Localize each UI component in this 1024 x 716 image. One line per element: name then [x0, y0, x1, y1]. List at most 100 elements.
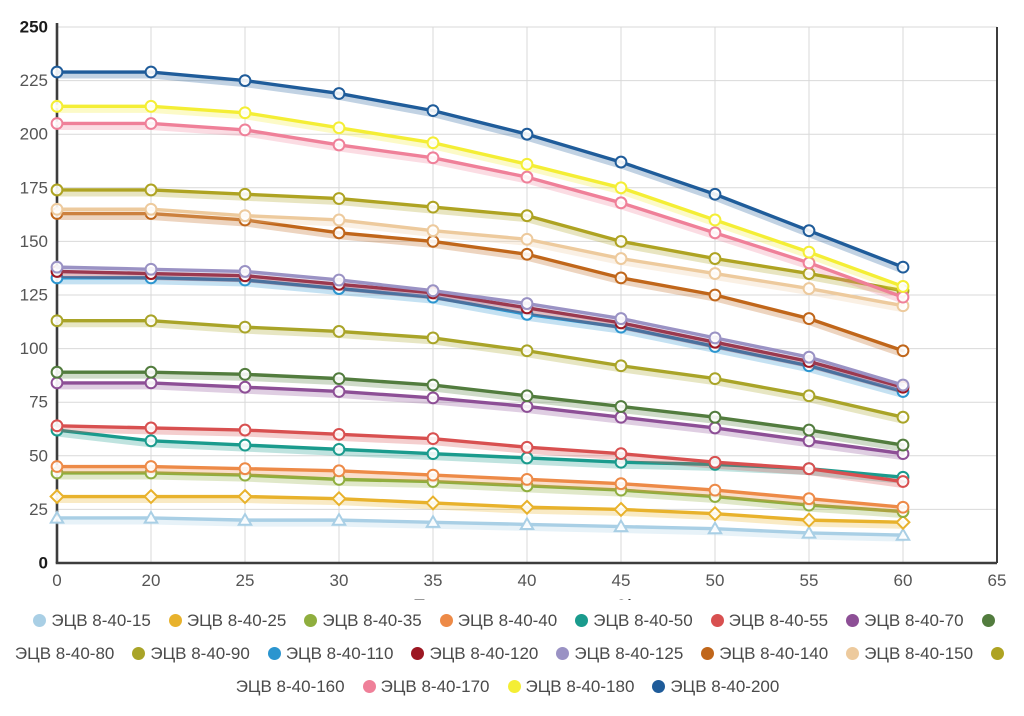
- data-point-marker: [708, 288, 722, 302]
- series-ЭЦВ 8-40-180: [50, 99, 910, 293]
- x-tick-label: 60: [894, 571, 913, 590]
- data-point-marker: [519, 516, 535, 531]
- data-point-marker: [520, 157, 534, 171]
- data-point-marker: [426, 378, 440, 392]
- legend-label: ЭЦВ 8-40-160: [235, 677, 345, 697]
- legend-dot-icon: [652, 680, 666, 694]
- x-tick-label: 35: [424, 571, 443, 590]
- data-point-marker: [238, 265, 252, 278]
- legend-dot-icon: [846, 647, 860, 661]
- series-line: [55, 265, 905, 387]
- data-point-marker: [426, 468, 440, 482]
- data-point-marker: [896, 475, 910, 488]
- legend-item[interactable]: ЭЦВ 8-40-50: [575, 611, 693, 630]
- data-point-marker: [895, 514, 911, 531]
- data-point-marker: [143, 488, 159, 505]
- data-point-marker: [238, 106, 252, 120]
- legend-item[interactable]: ЭЦВ 8-40-140: [701, 644, 828, 663]
- data-point-marker: [144, 99, 158, 113]
- data-point-marker: [896, 290, 910, 304]
- data-point-marker: [425, 495, 441, 511]
- data-point-marker: [332, 226, 346, 240]
- legend-item[interactable]: ЭЦВ 8-40-55: [710, 611, 829, 630]
- series-line-shadow: [54, 321, 906, 424]
- data-point-marker: [238, 187, 252, 201]
- legend-item[interactable]: ЭЦВ 8-40-200: [652, 677, 779, 696]
- y-tick-label: 225: [20, 71, 48, 90]
- data-point-marker: [332, 121, 346, 135]
- data-point-marker: [614, 271, 628, 285]
- data-point-marker: [332, 213, 346, 227]
- data-point-marker: [50, 260, 64, 274]
- y-tick-label: 0: [39, 554, 48, 573]
- legend-item[interactable]: ЭЦВ 8-40-125: [556, 644, 683, 663]
- data-point-marker: [520, 440, 534, 454]
- data-point-marker: [708, 187, 722, 201]
- series-line: [55, 276, 905, 394]
- data-point-marker: [896, 410, 910, 424]
- legend-item[interactable]: ЭЦВ 8-40-160: [236, 644, 1009, 696]
- y-tick-label: 200: [20, 125, 48, 144]
- legend-item[interactable]: ЭЦВ 8-40-170: [362, 677, 490, 696]
- data-point-marker: [238, 423, 252, 437]
- data-point-marker: [613, 501, 629, 518]
- legend-label: ЭЦВ 8-40-25: [186, 611, 287, 630]
- legend-item[interactable]: ЭЦВ 8-40-15: [33, 611, 151, 630]
- series-line-shadow: [54, 72, 906, 274]
- legend-item[interactable]: ЭЦВ 8-40-150: [846, 644, 973, 663]
- data-point-marker: [238, 462, 252, 476]
- legend-label: ЭЦВ 8-40-55: [728, 611, 829, 630]
- legend-item[interactable]: ЭЦВ 8-40-90: [132, 644, 250, 663]
- legend-label: ЭЦВ 8-40-180: [525, 677, 635, 697]
- data-point-marker: [238, 209, 252, 223]
- y-tick-label: 75: [29, 393, 48, 412]
- legend-item[interactable]: ЭЦВ 8-40-110: [267, 644, 393, 663]
- data-point-marker: [426, 136, 440, 150]
- legend-item[interactable]: ЭЦВ 8-40-35: [304, 611, 422, 630]
- data-point-marker: [50, 365, 64, 379]
- series-line-shadow: [54, 271, 906, 394]
- data-point-marker: [331, 490, 347, 507]
- series-line: [55, 424, 905, 484]
- data-point-marker: [144, 314, 158, 328]
- series-line: [55, 188, 905, 293]
- data-point-marker: [49, 509, 65, 524]
- series-line-shadow: [54, 430, 906, 484]
- x-tick-label: 30: [330, 571, 349, 590]
- series-line: [55, 516, 905, 537]
- data-point-marker: [238, 320, 252, 334]
- data-point-marker: [144, 376, 158, 390]
- legend-item[interactable]: ЭЦВ 8-40-70: [846, 611, 964, 630]
- data-point-marker: [426, 104, 440, 118]
- series-ЭЦВ 8-40-200: [50, 65, 910, 274]
- data-point-marker: [50, 202, 64, 216]
- legend-item[interactable]: ЭЦВ 8-40-180: [507, 677, 635, 697]
- data-point-marker: [520, 344, 534, 358]
- data-point-marker: [332, 138, 346, 152]
- legend-item[interactable]: ЭЦВ 8-40-120: [411, 644, 538, 663]
- x-tick-label: 55: [800, 571, 819, 590]
- legend-dot-icon: [507, 680, 521, 694]
- data-point-marker: [332, 427, 346, 441]
- legend-item[interactable]: ЭЦВ 8-40-80: [15, 611, 1000, 663]
- data-point-marker: [50, 99, 64, 113]
- series-line-shadow: [54, 214, 906, 358]
- legend-item[interactable]: ЭЦВ 8-40-40: [439, 611, 557, 630]
- data-point-marker: [144, 365, 158, 379]
- data-point-marker: [801, 512, 817, 528]
- data-point-marker: [50, 183, 64, 197]
- data-point-marker: [708, 455, 722, 469]
- pump-curves-chart: 0 25 50 75 100 125 150 175 200 225 250 0 20 25 30 35 40 4…: [20, 18, 1007, 616]
- data-point-marker: [144, 434, 158, 448]
- series-line-shadow: [54, 372, 906, 452]
- data-point-marker: [143, 509, 159, 524]
- y-tick-label: 150: [20, 232, 48, 251]
- legend-item[interactable]: ЭЦВ 8-40-25: [168, 611, 287, 630]
- data-point-marker: [613, 518, 629, 533]
- data-point-marker: [144, 460, 158, 473]
- series-line: [55, 121, 905, 299]
- series-line-shadow: [54, 190, 906, 298]
- series-line-shadow: [54, 209, 906, 313]
- data-point-marker: [520, 127, 534, 141]
- data-point-marker: [332, 325, 346, 338]
